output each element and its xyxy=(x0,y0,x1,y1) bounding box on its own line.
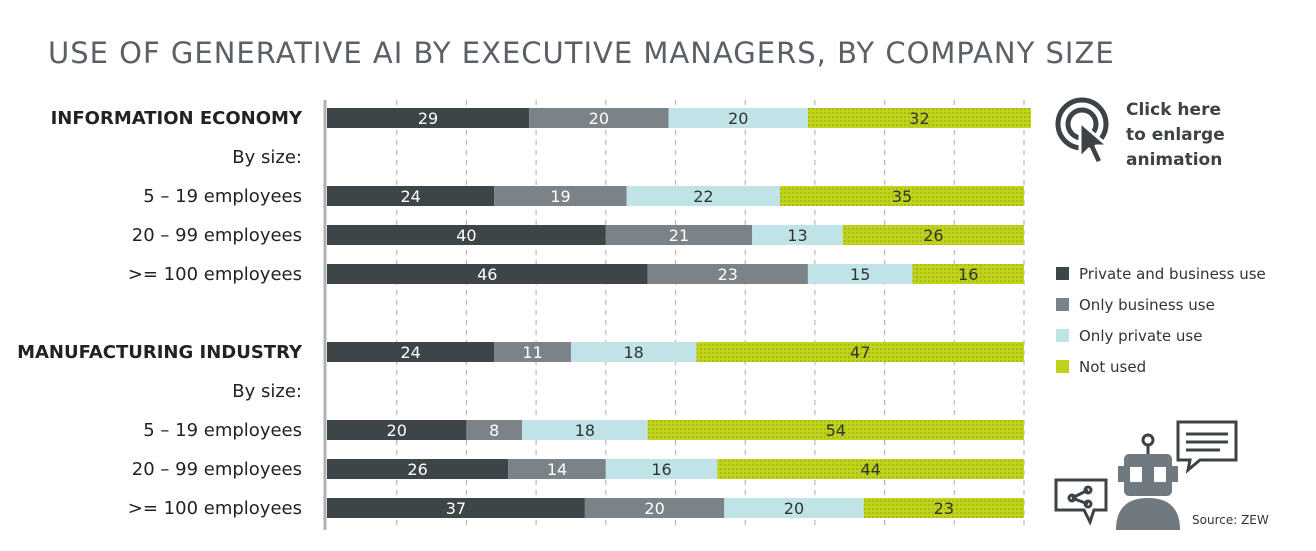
bar-segment xyxy=(863,498,1024,518)
data-label: 44 xyxy=(860,460,880,479)
bar-segment xyxy=(494,342,571,362)
bar-segment xyxy=(327,498,585,518)
legend-swatch xyxy=(1056,267,1069,280)
data-label: 16 xyxy=(651,460,671,479)
data-label: 14 xyxy=(547,460,567,479)
data-label: 23 xyxy=(934,499,954,518)
bar-segment xyxy=(494,186,627,206)
bar-segment xyxy=(647,420,1024,440)
data-label: 20 xyxy=(387,421,407,440)
bar-segment xyxy=(327,459,509,479)
data-label: 11 xyxy=(522,343,542,362)
data-label: 23 xyxy=(718,265,738,284)
row-label: INFORMATION ECONOMY xyxy=(51,108,303,129)
data-label: 22 xyxy=(693,187,713,206)
data-label: 21 xyxy=(669,226,689,245)
bar-segment xyxy=(752,225,843,245)
bar-segment xyxy=(605,459,718,479)
legend-swatch xyxy=(1056,329,1069,342)
legend-item: Only business use xyxy=(1056,289,1266,320)
bar-segment xyxy=(327,264,648,284)
row-label: By size: xyxy=(232,147,302,168)
bar-segment xyxy=(529,108,669,128)
bar-segment xyxy=(626,186,781,206)
data-label: 24 xyxy=(400,343,420,362)
data-label: 24 xyxy=(400,187,420,206)
data-label: 40 xyxy=(456,226,476,245)
robot-chat-illustration xyxy=(1054,420,1238,530)
bar-segment xyxy=(780,186,1024,206)
click-cursor-icon xyxy=(1055,97,1110,166)
data-label: 15 xyxy=(850,265,870,284)
data-label: 29 xyxy=(418,109,438,128)
bar-segment xyxy=(724,498,864,518)
legend-swatch xyxy=(1056,360,1069,373)
bar-segment xyxy=(584,498,725,518)
legend-label: Only private use xyxy=(1079,326,1203,345)
legend-label: Private and business use xyxy=(1079,264,1266,283)
data-label: 20 xyxy=(644,499,664,518)
row-label: 20 – 99 employees xyxy=(132,225,302,246)
enlarge-animation-link[interactable]: Click here to enlarge animation xyxy=(1054,96,1236,173)
data-label: 16 xyxy=(958,265,978,284)
legend-swatch xyxy=(1056,298,1069,311)
legend-item: Not used xyxy=(1056,351,1266,382)
bar-segment xyxy=(605,225,753,245)
row-label: MANUFACTURING INDUSTRY xyxy=(17,342,303,363)
bar-segment xyxy=(327,225,606,245)
bar-segment xyxy=(668,108,808,128)
data-label: 13 xyxy=(787,226,807,245)
share-bubble-icon xyxy=(1054,478,1108,526)
data-label: 20 xyxy=(784,499,804,518)
legend-label: Not used xyxy=(1079,357,1147,376)
bar-segment xyxy=(570,342,697,362)
chart-title: USE OF GENERATIVE AI BY EXECUTIVE MANAGE… xyxy=(48,36,1115,70)
bar-segment xyxy=(912,264,1024,284)
row-label: 5 – 19 employees xyxy=(143,186,302,207)
chart-legend: Private and business use Only business us… xyxy=(1056,258,1266,382)
data-label: 32 xyxy=(909,109,929,128)
data-label: 20 xyxy=(589,109,609,128)
row-label: 20 – 99 employees xyxy=(132,459,302,480)
bar-segment xyxy=(647,264,808,284)
chat-bubble-icon xyxy=(1176,420,1238,474)
data-label: 19 xyxy=(550,187,570,206)
data-label: 46 xyxy=(477,265,497,284)
row-label: >= 100 employees xyxy=(128,498,302,519)
row-label: >= 100 employees xyxy=(128,264,302,285)
data-label: 54 xyxy=(826,421,846,440)
legend-label: Only business use xyxy=(1079,295,1215,314)
legend-item: Private and business use xyxy=(1056,258,1266,289)
source-note: Source: ZEW xyxy=(1192,513,1269,527)
row-label: By size: xyxy=(232,381,302,402)
row-label: 5 – 19 employees xyxy=(143,420,302,441)
data-label: 26 xyxy=(407,460,427,479)
data-label: 8 xyxy=(489,421,499,440)
data-label: 26 xyxy=(923,226,943,245)
data-label: 20 xyxy=(728,109,748,128)
legend-item: Only private use xyxy=(1056,320,1266,351)
bar-segment xyxy=(327,108,530,128)
bar-segment xyxy=(327,186,495,206)
bar-segment xyxy=(842,225,1024,245)
click-hint-text[interactable]: Click here to enlarge animation xyxy=(1126,100,1225,170)
bar-segment xyxy=(466,420,523,440)
data-label: 18 xyxy=(575,421,595,440)
bar-segment xyxy=(807,264,913,284)
bar-segment xyxy=(508,459,606,479)
bar-segment xyxy=(696,342,1024,362)
robot-icon xyxy=(1116,433,1180,530)
data-label: 37 xyxy=(446,499,466,518)
bar-segment xyxy=(327,420,467,440)
data-label: 47 xyxy=(850,343,870,362)
bar-segment xyxy=(522,420,648,440)
data-label: 35 xyxy=(892,187,912,206)
bar-segment xyxy=(807,108,1031,128)
bar-segment xyxy=(717,459,1024,479)
bar-segment xyxy=(327,342,495,362)
data-label: 18 xyxy=(624,343,644,362)
